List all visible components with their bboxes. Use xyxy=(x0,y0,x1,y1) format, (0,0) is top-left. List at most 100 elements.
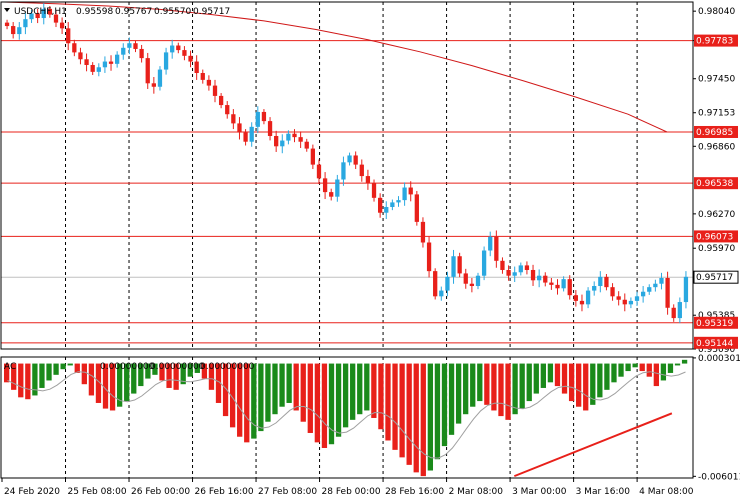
price-tick-label: 0.95090 xyxy=(698,345,735,355)
candle-body xyxy=(335,179,340,197)
ac-bar xyxy=(194,363,200,373)
candle-body xyxy=(567,279,572,296)
candle-body xyxy=(212,85,218,96)
symbol-title: USDCHF,H1 xyxy=(14,7,67,17)
axes-text: 24 Feb 2020 25 Feb 08:00 26 Feb 00:00 26 Fe… xyxy=(1,7,740,497)
candle-body xyxy=(585,290,591,305)
ac-value-1: 0.00000000 xyxy=(100,362,155,372)
ac-bar xyxy=(632,363,638,368)
ac-bar xyxy=(215,363,222,403)
candle-body xyxy=(653,283,658,288)
ac-bar xyxy=(279,363,285,407)
candle-body xyxy=(243,132,248,142)
candle-body xyxy=(188,55,193,62)
x-tick-label: 3 Mar 00:00 xyxy=(512,487,567,497)
candle-body xyxy=(500,260,505,270)
ohlc-open: 0.95598 xyxy=(76,7,113,17)
candle-body xyxy=(463,273,468,284)
candle-body xyxy=(47,8,53,15)
ac-bar xyxy=(455,363,462,424)
ac-bar xyxy=(286,363,292,403)
ac-indicator-name: AC xyxy=(4,362,16,372)
ac-bar xyxy=(152,363,158,375)
candle-body xyxy=(182,50,187,56)
candle-body xyxy=(445,276,450,291)
candle-body xyxy=(194,61,199,74)
ac-bar xyxy=(434,363,441,460)
ac-bar xyxy=(484,363,490,405)
ac-tick-label: 0.0003013 xyxy=(698,354,740,364)
candle-body xyxy=(218,95,224,106)
candle-body xyxy=(353,155,358,165)
candle-body xyxy=(439,290,444,297)
candle-body xyxy=(598,276,603,287)
ac-bar xyxy=(604,363,610,390)
ac-bar xyxy=(201,363,208,379)
candle-body xyxy=(451,256,456,277)
candle-body xyxy=(506,269,511,276)
candle-body xyxy=(579,300,585,305)
ac-bar xyxy=(159,363,165,381)
ac-bar xyxy=(378,363,384,430)
ac-bar xyxy=(470,363,476,407)
candle-body xyxy=(310,148,316,165)
level-tag xyxy=(694,230,738,243)
moving-average xyxy=(3,1,668,133)
candle-body xyxy=(384,206,389,213)
ac-bar xyxy=(540,363,546,388)
ac-bar xyxy=(244,363,250,443)
candle-body xyxy=(616,296,621,300)
candle-body xyxy=(524,265,530,270)
candle-body xyxy=(96,67,101,72)
candle-body xyxy=(390,202,395,207)
x-tick-label: 25 Feb 08:00 xyxy=(68,487,127,497)
ac-histogram xyxy=(4,359,688,478)
candle-body xyxy=(396,200,401,203)
candle-body xyxy=(665,277,670,308)
candle-body xyxy=(494,236,499,261)
candle-body xyxy=(84,59,89,65)
ac-bar xyxy=(427,363,434,471)
ac-bar xyxy=(67,363,73,366)
candle-body xyxy=(115,54,120,64)
x-tick-label: 4 Mar 08:00 xyxy=(639,487,694,497)
ac-bar xyxy=(222,363,229,417)
candle-body xyxy=(543,275,548,283)
current-price-tag xyxy=(693,270,739,284)
ac-bar xyxy=(618,363,624,377)
ac-bar xyxy=(463,363,469,415)
ac-bar xyxy=(138,363,144,387)
candle-body xyxy=(200,73,205,80)
ac-bar xyxy=(81,363,87,385)
ac-bar xyxy=(46,363,52,381)
candle-body xyxy=(671,307,676,319)
ac-bar xyxy=(321,363,328,448)
candle-body xyxy=(512,272,517,276)
ac-bar xyxy=(448,363,455,435)
ac-bar xyxy=(498,363,504,417)
ac-title: AC 0.00000000 0.00000000 0.00000000 xyxy=(4,362,255,372)
x-tick-label: 28 Feb 16:00 xyxy=(385,487,444,497)
ac-bar xyxy=(392,363,398,450)
candle-body xyxy=(610,287,615,297)
ac-bar xyxy=(102,363,109,409)
ohlc-close: 0.95717 xyxy=(193,7,230,17)
ac-bar xyxy=(166,363,172,388)
collapse-arrow-icon[interactable] xyxy=(4,8,10,12)
candle-body xyxy=(573,295,578,301)
ac-bar xyxy=(173,363,179,390)
ac-bar xyxy=(265,363,271,422)
ac-bar xyxy=(568,363,575,402)
price-tick-label: 0.95385 xyxy=(698,311,735,321)
level-tag-label: 0.96538 xyxy=(696,179,733,189)
ac-bar xyxy=(88,363,95,396)
ac-bar xyxy=(229,363,236,428)
ac-bar xyxy=(145,363,151,379)
price-tick-label: 0.96860 xyxy=(698,142,735,152)
ac-bar xyxy=(385,363,391,441)
candle-body xyxy=(347,155,352,163)
candle-body xyxy=(341,162,346,180)
ac-bar xyxy=(342,363,349,428)
level-tag xyxy=(694,125,738,138)
